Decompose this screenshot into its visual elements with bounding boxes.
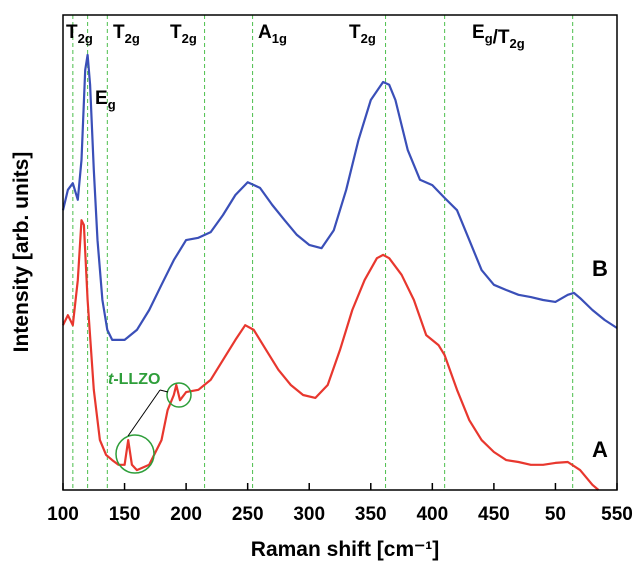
peak-label-sub: 2g (125, 31, 140, 46)
annotation-circle (115, 434, 155, 474)
x-axis-label: Raman shift [cm⁻¹] (251, 538, 439, 561)
peak-label-main: /T (493, 27, 510, 48)
x-tick-label: 50 (545, 504, 566, 525)
peak-label-main: E (95, 88, 108, 109)
series-label: A (592, 437, 608, 462)
series-line (61, 53, 618, 341)
x-tick-label: 200 (170, 504, 202, 525)
peak-label-sub: 1g (272, 31, 287, 46)
annotation-leader (127, 389, 161, 437)
annotation-italic: t (108, 371, 114, 388)
peak-label: T2g (113, 22, 140, 46)
peak-label-main: T (349, 22, 361, 43)
peak-label-sub: 2g (182, 31, 197, 46)
peak-label-sub: 2g (510, 36, 525, 51)
plot-frame (62, 14, 618, 491)
x-tick-label: 550 (601, 504, 633, 525)
peak-label: Eg/T2g (472, 22, 525, 51)
peak-label-main: A (258, 22, 272, 43)
x-tick-label: 400 (416, 504, 448, 525)
x-tick-label: 150 (109, 504, 141, 525)
annotation-text: -LLZO (113, 371, 160, 388)
series-line (62, 219, 600, 491)
peak-label-sub: g (108, 97, 116, 112)
x-tick-label: 450 (478, 504, 510, 525)
peak-label-main: E (472, 22, 485, 43)
annotation: t-LLZO (108, 371, 160, 388)
x-tick-label: 300 (293, 504, 325, 525)
peak-label: T2g (66, 22, 93, 46)
peak-label: A1g (258, 22, 287, 46)
x-tick-label: 250 (232, 504, 264, 525)
peak-label: Eg (95, 88, 116, 112)
series-label: B (592, 256, 608, 281)
peak-label-main: T (170, 22, 182, 43)
peak-label-main: T (66, 22, 78, 43)
annotation-circle (166, 382, 192, 408)
y-axis-label: Intensity [arb. units] (10, 152, 33, 353)
x-tick-label: 100 (47, 504, 79, 525)
x-tick-label: 350 (355, 504, 387, 525)
peak-label-sub: 2g (78, 31, 93, 46)
peak-label: T2g (170, 22, 197, 46)
peak-label-sub: 2g (361, 31, 376, 46)
annotation-leader (159, 389, 169, 393)
peak-label-main: T (113, 22, 125, 43)
peak-label-sub: g (485, 31, 493, 46)
peak-label: T2g (349, 22, 376, 46)
